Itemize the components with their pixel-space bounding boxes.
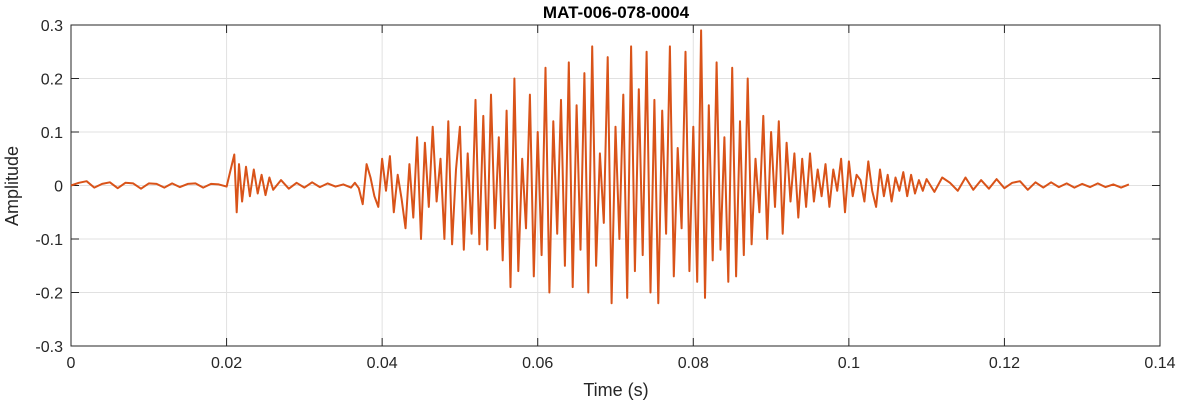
y-tick-label: -0.1 <box>35 232 63 249</box>
x-tick-label: 0.1 <box>838 355 860 372</box>
x-tick-label: 0.06 <box>522 355 553 372</box>
x-tick-label: 0.04 <box>367 355 398 372</box>
x-tick-label: 0.02 <box>211 355 242 372</box>
y-tick-label: 0 <box>54 179 63 196</box>
chart-title: MAT-006-078-0004 <box>543 3 690 22</box>
y-tick-label: -0.2 <box>35 286 63 303</box>
x-tick-label: 0.08 <box>678 355 709 372</box>
y-tick-label: 0.3 <box>41 18 63 35</box>
x-tick-label: 0.14 <box>1144 355 1175 372</box>
x-tick-label: 0 <box>67 355 76 372</box>
y-tick-label: 0.1 <box>41 125 63 142</box>
y-tick-label: -0.3 <box>35 339 63 356</box>
y-tick-label: 0.2 <box>41 72 63 89</box>
y-axis: -0.3 -0.2 -0.1 0 0.1 0.2 0.3 <box>35 18 1160 356</box>
x-axis-label: Time (s) <box>583 380 648 400</box>
grid <box>70 24 1161 347</box>
x-axis: 0 0.02 0.04 0.06 0.08 0.1 0.12 0.14 <box>67 25 1176 372</box>
x-tick-label: 0.12 <box>989 355 1020 372</box>
signal-line <box>70 29 1130 305</box>
y-axis-label: Amplitude <box>2 146 22 226</box>
